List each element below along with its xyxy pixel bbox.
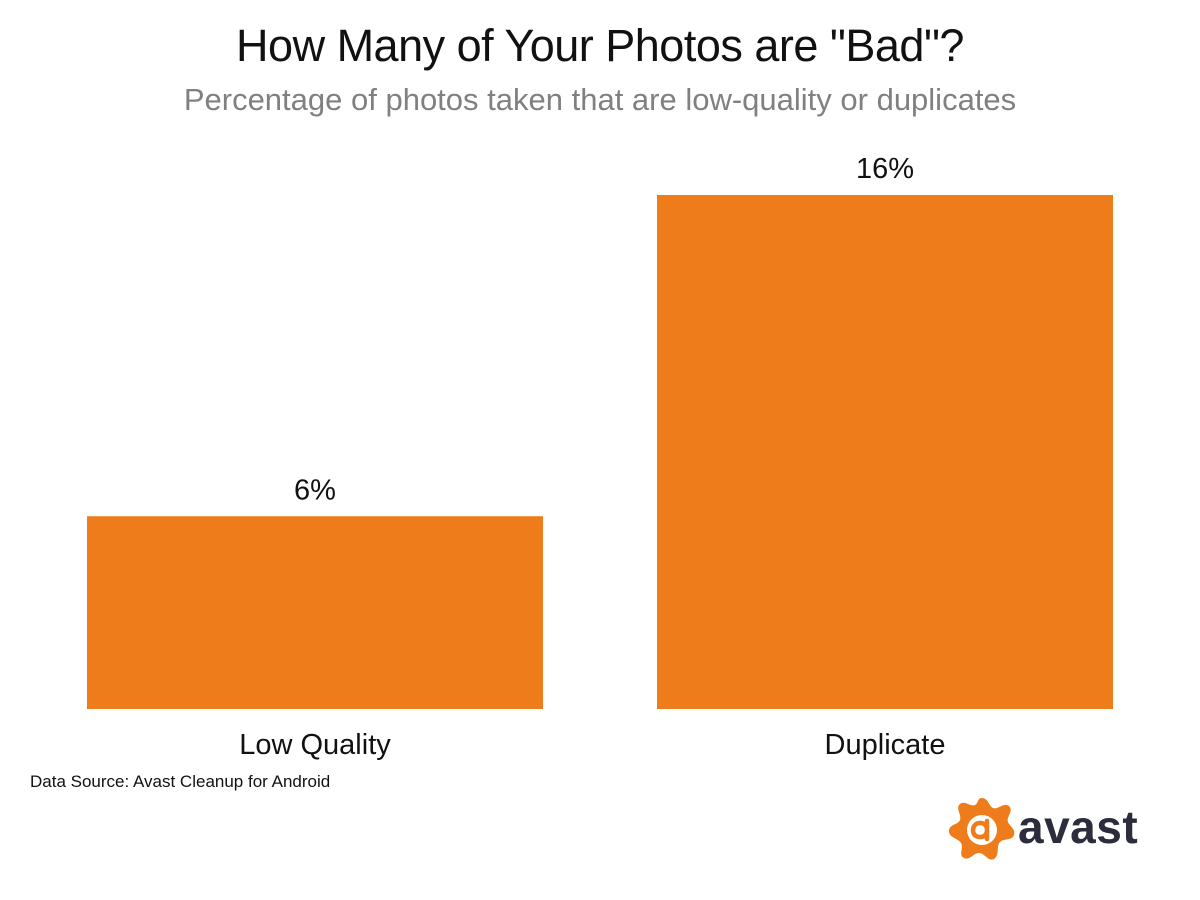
chart-title: How Many of Your Photos are "Bad"?: [236, 20, 964, 71]
data-label: 6%: [294, 474, 336, 506]
data-label: 16%: [856, 153, 914, 185]
x-tick-label: Low Quality: [239, 729, 391, 761]
data-source-note: Data Source: Avast Cleanup for Android: [30, 772, 331, 791]
bar-low-quality: [87, 516, 543, 709]
avast-wordmark: avast: [1018, 801, 1139, 853]
bar-duplicate: [657, 195, 1113, 709]
avast-logo: avast: [948, 796, 1158, 862]
avast-splash-icon: [949, 798, 1015, 860]
x-tick-label: Duplicate: [825, 729, 946, 761]
chart-subtitle: Percentage of photos taken that are low-…: [183, 82, 1017, 117]
bar-chart: 6% Low Quality 16% Duplicate: [87, 153, 1113, 761]
